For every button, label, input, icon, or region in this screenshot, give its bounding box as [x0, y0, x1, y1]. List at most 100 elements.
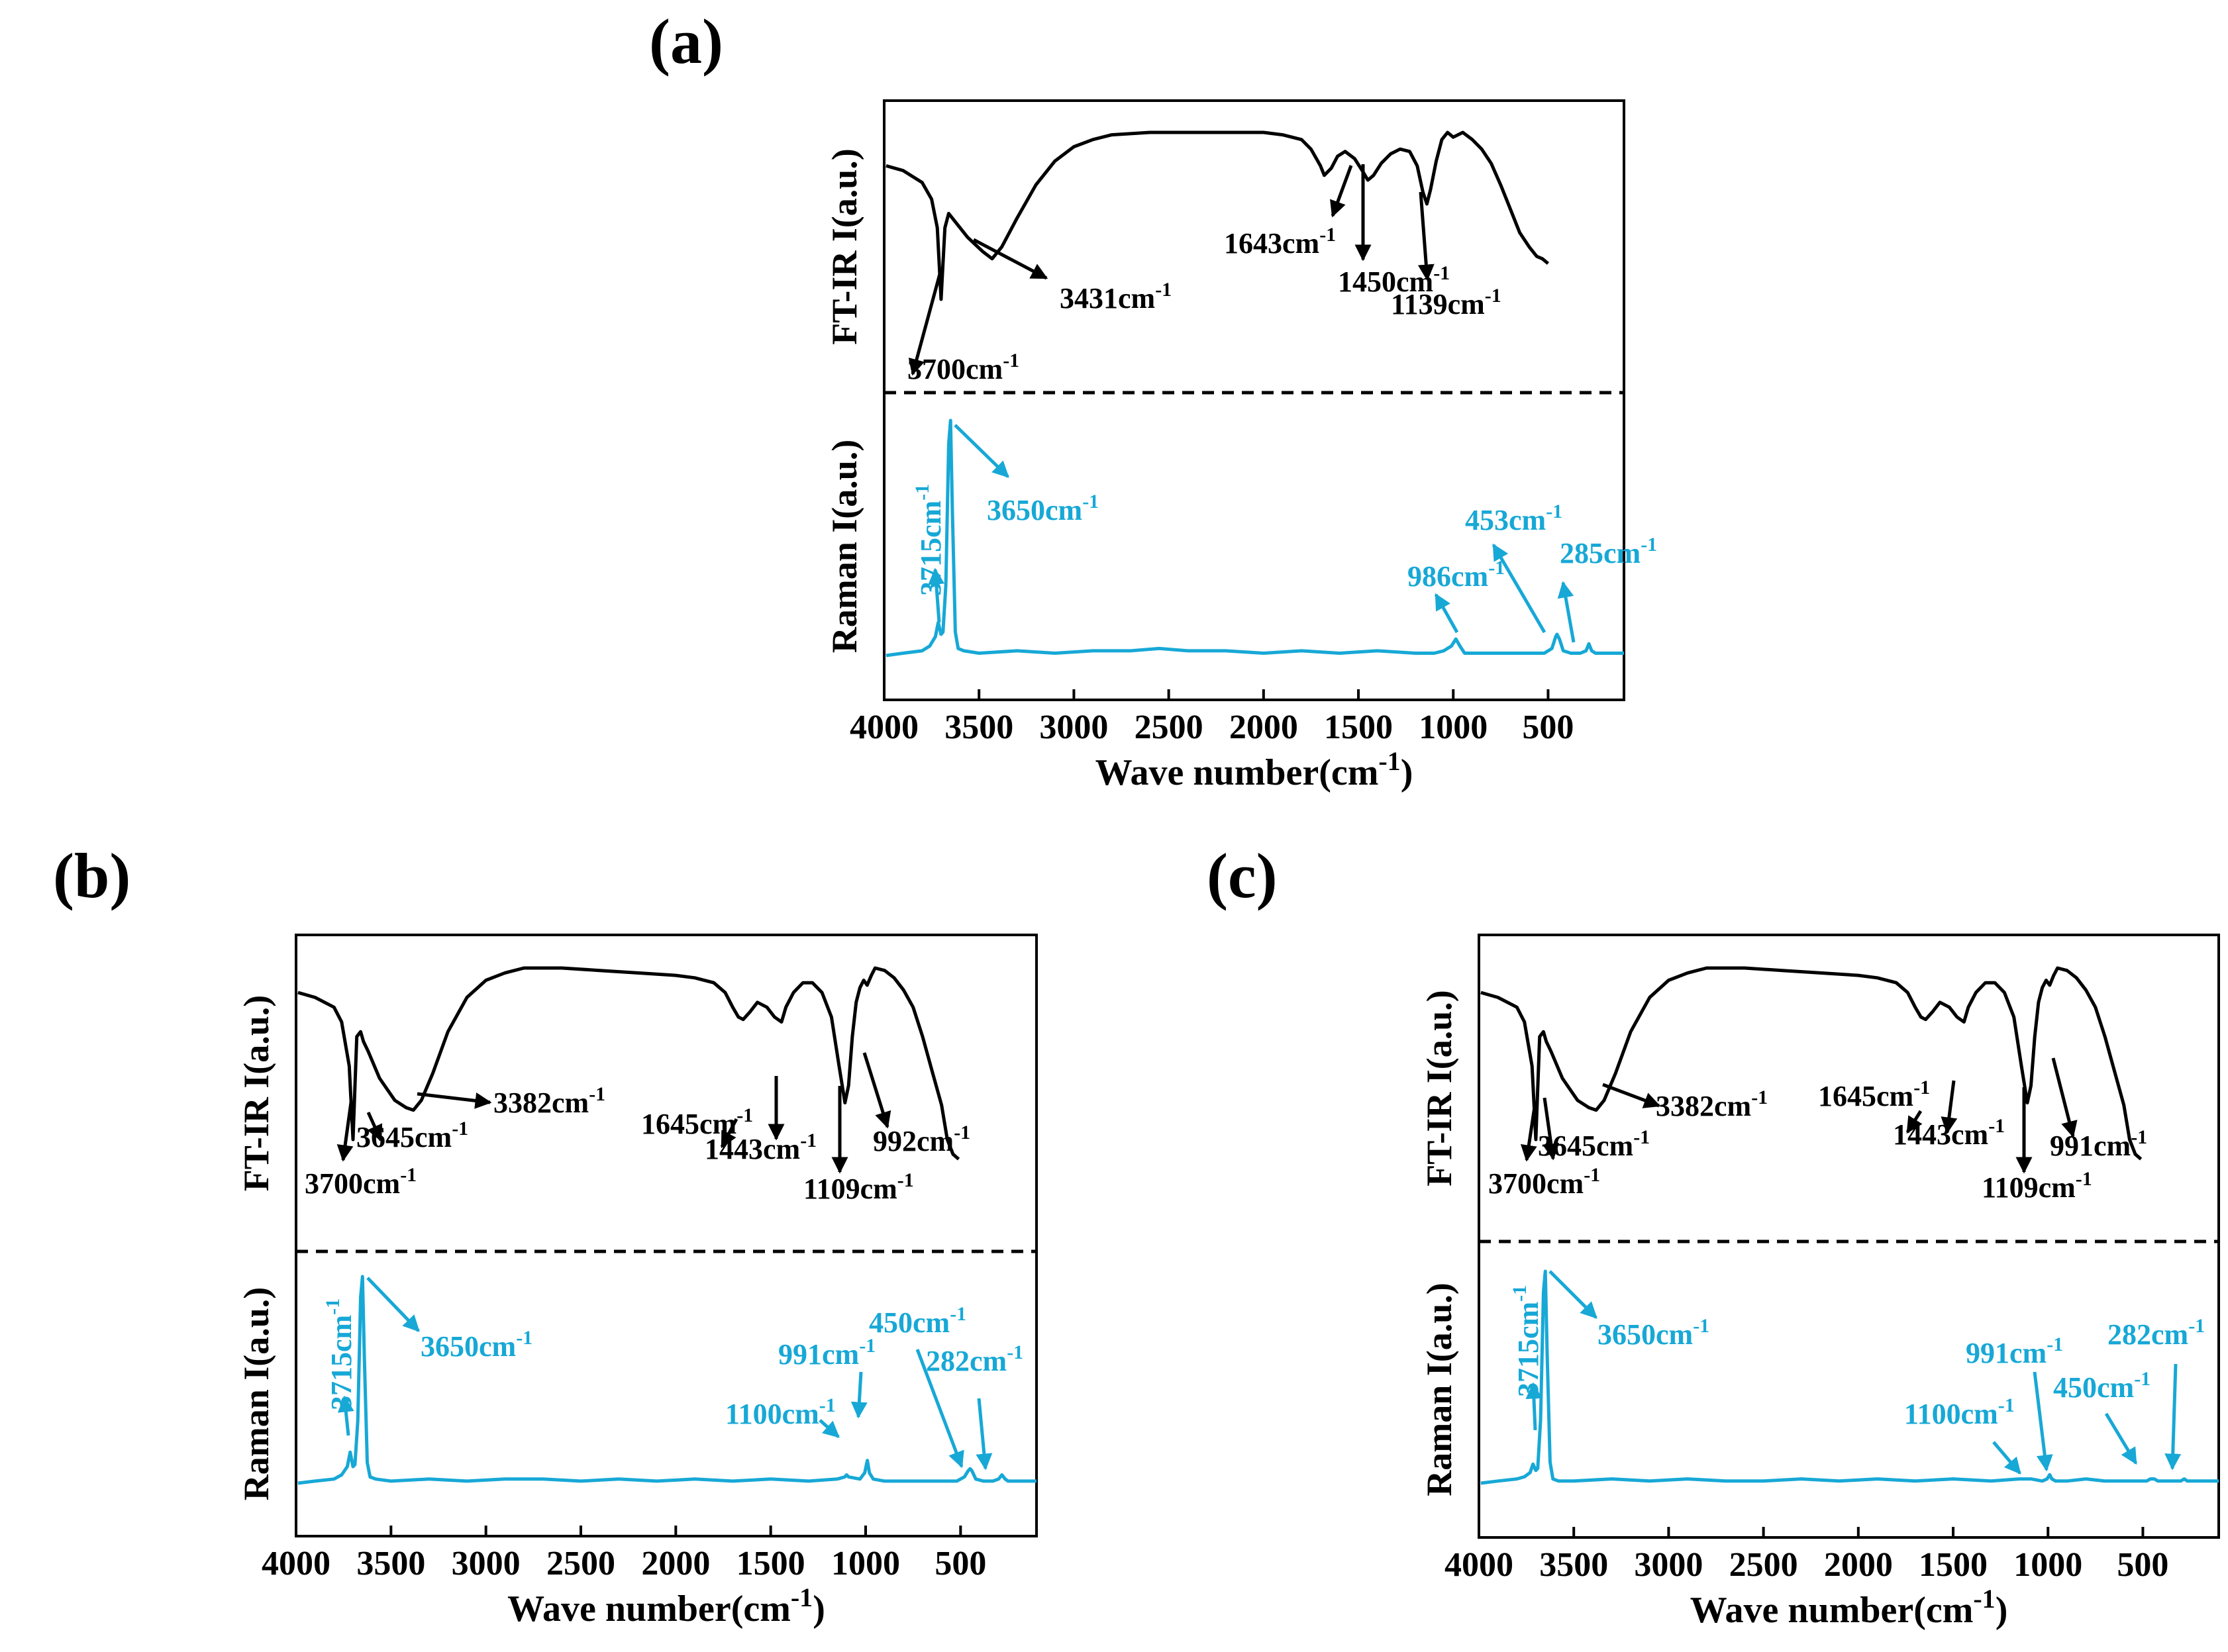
peak-label-text: 3715cm: [1512, 1302, 1544, 1397]
peak-label: 450cm-1: [869, 1303, 966, 1339]
peak-label: 3700cm-1: [305, 1164, 417, 1200]
peak-label-text: 1443cm: [1893, 1118, 1988, 1151]
peak-label-sup: -1: [1003, 350, 1019, 371]
peak-label-text: 3650cm: [1597, 1318, 1693, 1351]
peak-label: 1645cm-1: [1818, 1077, 1930, 1112]
x-axis-label-sup: -1: [791, 1582, 813, 1612]
y-axis-label-ftir: FT-IR I(a.u.): [1419, 990, 1459, 1187]
peak-label: 1100cm-1: [1904, 1394, 2015, 1430]
peak-arrow: [2164, 1363, 2182, 1471]
peak-label-text: 3700cm: [907, 353, 1003, 385]
peak-label-text: 3650cm: [987, 494, 1082, 526]
peak-label-text: 3382cm: [493, 1087, 589, 1119]
x-tick-label: 1500: [1919, 1546, 1988, 1584]
peak-label-sup: -1: [589, 1083, 605, 1105]
peak-label-sup: -1: [322, 1298, 344, 1315]
peak-label-sup: -1: [1433, 262, 1450, 284]
x-tick-label: 3500: [944, 708, 1013, 746]
peak-label-text: 1100cm: [725, 1398, 819, 1430]
peak-arrow: [720, 1118, 738, 1149]
x-tick-label: 2000: [641, 1545, 710, 1582]
peak-label-text: 991cm: [1966, 1337, 2047, 1369]
y-axis-label-ftir: FT-IR I(a.u.): [236, 995, 276, 1192]
peak-label: 3700cm-1: [907, 350, 1019, 385]
peak-label: 1100cm-1: [725, 1394, 836, 1430]
x-tick-label: 500: [1522, 708, 1574, 746]
ftir-series-line: [886, 130, 1550, 301]
peak-arrow: [1905, 1110, 1923, 1134]
x-tick-label: 1000: [2013, 1546, 2082, 1584]
plot-frame: [1478, 934, 2220, 1539]
x-tick-label: 2000: [1229, 708, 1298, 746]
peak-arrow: [850, 1371, 868, 1419]
x-tick-label: 1000: [831, 1545, 900, 1582]
x-tick-label: 1500: [736, 1545, 805, 1582]
peak-label: 992cm-1: [873, 1122, 970, 1157]
peak-label-text: 282cm: [2107, 1318, 2188, 1351]
x-axis-label-text: Wave number(cm: [507, 1588, 791, 1629]
peak-label: 285cm-1: [1560, 534, 1657, 569]
peak-arrow: [1520, 1102, 1537, 1162]
peak-label-sup: -1: [1509, 1285, 1531, 1302]
peak-arrow: [417, 1092, 492, 1109]
panel-label: (c): [1207, 840, 1278, 911]
peak-label-text: 991cm: [2050, 1130, 2131, 1162]
peak-arrow: [1548, 1270, 1597, 1319]
peak-label-text: 1109cm: [1982, 1171, 2076, 1204]
peak-arrow: [1417, 191, 1435, 281]
plot-frame: [883, 99, 1625, 701]
peak-label-sup: -1: [2131, 1126, 2147, 1148]
peak-label: 3645cm-1: [356, 1118, 468, 1153]
peak-label: 3715cm-1: [322, 1298, 358, 1410]
peak-label-sup: -1: [1155, 279, 1172, 301]
peak-label: 3700cm-1: [1488, 1164, 1600, 1200]
peak-label-text: 453cm: [1465, 504, 1546, 536]
peak-arrow: [954, 424, 1009, 478]
raman-series-line: [1480, 1269, 2219, 1485]
peak-arrow: [908, 271, 942, 376]
x-tick-label: 4000: [850, 708, 919, 746]
x-tick-label: 3000: [1634, 1546, 1703, 1584]
x-tick-label: 500: [935, 1545, 986, 1582]
x-tick-label: 2000: [1824, 1546, 1893, 1584]
peak-arrow: [2051, 1057, 2078, 1138]
peak-label-text: 1450cm: [1338, 266, 1433, 298]
x-tick-label: 1500: [1324, 708, 1393, 746]
peak-label: 986cm-1: [1407, 557, 1505, 593]
peak-label-text: 3700cm: [1488, 1167, 1584, 1200]
peak-label-text: 991cm: [778, 1338, 859, 1371]
peak-arrow: [1434, 593, 1459, 634]
y-axis-label-raman: Raman I(a.u.): [236, 1287, 276, 1501]
peak-label: 3715cm-1: [911, 484, 947, 596]
panel-0: (a) 4000 3500 3000 2500 2000 1500 1000 500 Wave n…: [649, 6, 1657, 793]
x-axis-label-sup: -1: [1378, 746, 1400, 776]
peak-label-text: 3382cm: [1656, 1090, 1751, 1122]
peak-arrow: [1557, 581, 1576, 643]
peak-label: 3645cm-1: [1538, 1126, 1650, 1162]
peak-label-sup: -1: [859, 1335, 876, 1357]
peak-label-sup: -1: [1998, 1394, 2015, 1416]
panel-2: (c) 4000 3500 3000 2500 2000 1500 1000 500 Wave n…: [1207, 840, 2220, 1631]
peak-label: 3650cm-1: [421, 1327, 532, 1363]
x-tick-label: 1000: [1419, 708, 1488, 746]
y-axis-label-ftir: FT-IR I(a.u.): [825, 148, 864, 345]
peak-label-sup: -1: [2076, 1168, 2092, 1190]
peak-label-sup: -1: [911, 484, 933, 501]
peak-label-sup: -1: [2188, 1315, 2205, 1337]
peak-label: 1443cm-1: [705, 1130, 817, 1165]
peak-arrow: [2033, 1371, 2053, 1472]
x-axis-label: Wave number(cm-1): [507, 1582, 825, 1629]
peak-label-text: 3715cm: [325, 1315, 358, 1410]
x-axis-label-close: ): [813, 1588, 825, 1629]
peak-label-text: 1100cm: [1904, 1398, 1998, 1430]
plot-frame: [295, 934, 1038, 1537]
x-axis-label-text: Wave number(cm: [1690, 1590, 1974, 1631]
peak-label: 282cm-1: [2107, 1315, 2205, 1351]
peak-label-sup: -1: [1693, 1315, 1709, 1337]
peak-label: 1443cm-1: [1893, 1115, 2005, 1151]
x-tick-label: 4000: [1444, 1546, 1513, 1584]
x-tick-label: 3000: [1039, 708, 1108, 746]
peak-label-sup: -1: [1751, 1087, 1768, 1108]
peak-arrow: [862, 1052, 891, 1129]
peak-label-text: 992cm: [873, 1125, 954, 1157]
